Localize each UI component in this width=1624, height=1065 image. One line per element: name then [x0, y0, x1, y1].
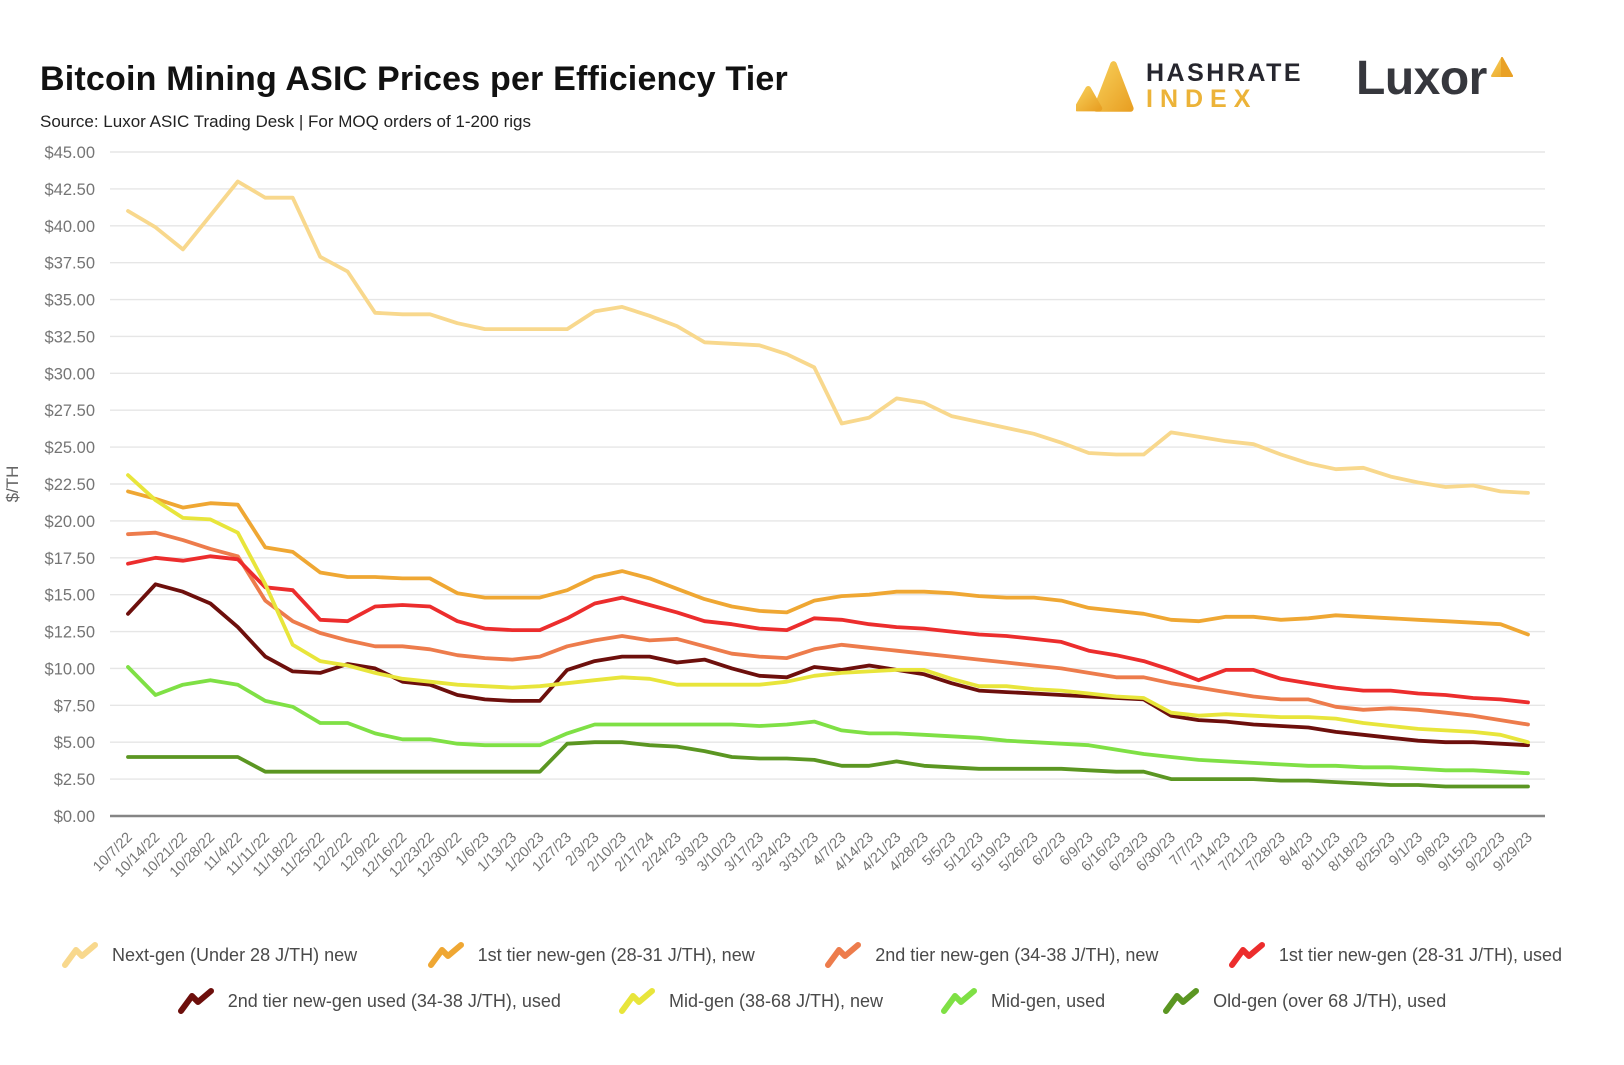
series-line-1 — [126, 489, 1530, 637]
y-axis-title: $/TH — [3, 466, 22, 503]
svg-text:$42.50: $42.50 — [45, 181, 95, 199]
page-title: Bitcoin Mining ASIC Prices per Efficienc… — [40, 60, 788, 98]
hashrate-wordmark: HASHRATE — [1146, 58, 1304, 87]
legend-line-icon — [825, 942, 862, 968]
series-line-7 — [126, 740, 1530, 789]
legend-item: Mid-gen (38-68 J/TH), new — [618, 988, 884, 1015]
svg-text:$40.00: $40.00 — [45, 218, 95, 236]
legend-line-icon — [62, 942, 98, 968]
svg-text:$15.00: $15.00 — [45, 587, 95, 605]
legend-label: Mid-gen, used — [991, 991, 1106, 1011]
svg-text:$7.50: $7.50 — [54, 697, 95, 715]
legend-label: Mid-gen (38-68 J/TH), new — [668, 991, 884, 1011]
luxor-logo: Luxor — [1356, 55, 1513, 103]
legend-item: Old-gen (over 68 J/TH), used — [1163, 988, 1446, 1015]
svg-text:$2.50: $2.50 — [54, 771, 95, 789]
svg-text:$20.00: $20.00 — [45, 513, 95, 531]
legend-item: Next-gen (Under 28 J/TH) new — [62, 942, 357, 969]
legend-item: Mid-gen, used — [941, 988, 1105, 1015]
chart-legend-row-1: Next-gen (Under 28 J/TH) new 1st tier new… — [0, 942, 1624, 969]
legend-item: 2nd tier new-gen (34-38 J/TH), new — [825, 942, 1158, 969]
series-line-2 — [126, 530, 1530, 727]
svg-text:$25.00: $25.00 — [45, 439, 95, 457]
svg-text:$37.50: $37.50 — [45, 255, 95, 273]
price-line-chart: $45.00 $42.50 $40.00 $37.50 $35.00 $32.50 $30.… — [3, 144, 1545, 881]
legend-line-icon — [941, 988, 978, 1014]
series-lines — [126, 179, 1530, 789]
svg-text:$45.00: $45.00 — [45, 144, 95, 162]
legend-item: 2nd tier new-gen used (34-38 J/TH), used — [177, 988, 561, 1015]
chart-legend-row-2: 2nd tier new-gen used (34-38 J/TH), used… — [0, 988, 1624, 1015]
legend-label: 2nd tier new-gen (34-38 J/TH), new — [875, 945, 1159, 965]
legend-item: 1st tier new-gen (28-31 J/TH), new — [427, 942, 755, 969]
series-line-6 — [126, 665, 1530, 776]
luxor-triangle-icon — [1490, 57, 1513, 77]
series-line-4 — [126, 582, 1530, 748]
index-wordmark: INDEX — [1146, 85, 1258, 113]
legend-label: Old-gen (over 68 J/TH), used — [1213, 991, 1447, 1011]
legend-line-icon — [427, 942, 464, 968]
svg-text:$10.00: $10.00 — [45, 660, 95, 678]
legend-line-icon — [1228, 942, 1265, 968]
x-tick-labels: 10/7/2210/14/2210/21/2210/28/2211/4/2211… — [90, 830, 1536, 881]
svg-text:$17.50: $17.50 — [45, 550, 95, 568]
svg-text:$30.00: $30.00 — [45, 365, 95, 383]
legend-label: Next-gen (Under 28 J/TH) new — [112, 945, 358, 965]
hashrate-index-logo: HASHRATE INDEX — [1076, 55, 1303, 117]
svg-text:$35.00: $35.00 — [45, 292, 95, 310]
source-note: Source: Luxor ASIC Trading Desk | For MO… — [40, 112, 531, 131]
legend-label: 1st tier new-gen (28-31 J/TH), used — [1278, 945, 1562, 965]
svg-text:$22.50: $22.50 — [45, 476, 95, 494]
legend-label: 2nd tier new-gen used (34-38 J/TH), used — [227, 991, 561, 1011]
legend-line-icon — [1163, 988, 1200, 1014]
svg-text:$5.00: $5.00 — [54, 734, 95, 752]
series-line-5 — [126, 473, 1530, 745]
svg-text:$27.50: $27.50 — [45, 402, 95, 420]
svg-text:$32.50: $32.50 — [45, 328, 95, 346]
svg-text:$12.50: $12.50 — [45, 624, 95, 642]
series-line-3 — [126, 554, 1530, 705]
y-tick-labels: $45.00 $42.50 $40.00 $37.50 $35.00 $32.50 $30.… — [45, 144, 95, 826]
hashrate-index-triangles-icon — [1076, 61, 1134, 112]
legend-label: 1st tier new-gen (28-31 J/TH), new — [477, 945, 755, 965]
legend-line-icon — [618, 988, 655, 1014]
svg-text:$0.00: $0.00 — [54, 808, 95, 826]
legend-line-icon — [177, 988, 214, 1014]
series-line-0 — [126, 179, 1530, 495]
legend-item: 1st tier new-gen (28-31 J/TH), used — [1228, 942, 1562, 969]
gridlines — [110, 151, 1545, 780]
luxor-wordmark: Luxor — [1356, 52, 1487, 105]
